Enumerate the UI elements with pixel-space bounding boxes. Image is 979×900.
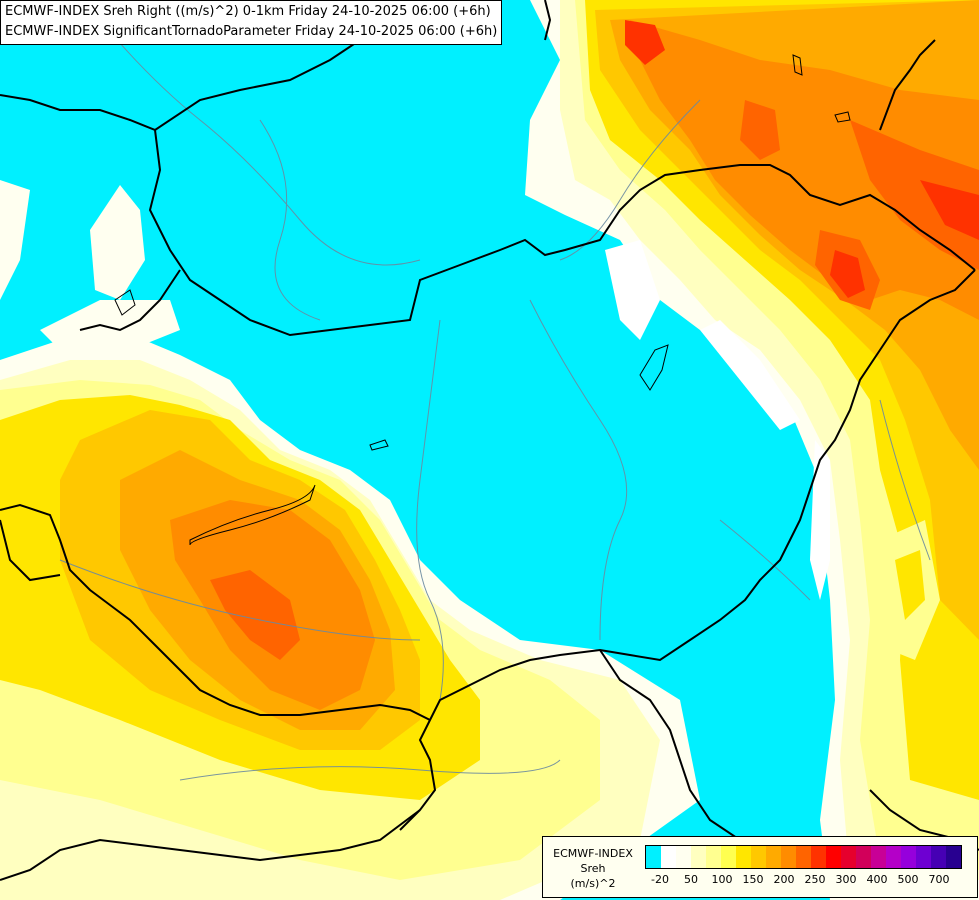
legend-swatch [826,846,841,868]
legend-swatch [721,846,736,868]
country-borders [0,0,979,881]
legend-swatch [811,846,826,868]
legend-swatch [736,846,751,868]
legend-tick: 500 [897,873,919,886]
color-legend: ECMWF-INDEX Sreh (m/s)^2 -20 50 100 150 200 2… [542,836,978,898]
title-line-sreh: ECMWF-INDEX Sreh Right ((m/s)^2) 0-1km F… [5,4,491,19]
legend-swatch [871,846,886,868]
legend-swatch [931,846,946,868]
map-title-box: ECMWF-INDEX Sreh Right ((m/s)^2) 0-1km F… [0,0,503,45]
legend-tick-labels: -20 50 100 150 200 250 300 400 500 700 [645,873,975,887]
legend-swatch [781,846,796,868]
lakes [114,54,851,546]
legend-swatch [916,846,931,868]
legend-tick: -20 [651,873,669,886]
sreh-field-east [525,0,979,900]
legend-swatch [886,846,901,868]
sreh-field-southwest [0,330,700,900]
legend-swatch [706,846,721,868]
legend-unit-label: (m/s)^2 [570,877,616,890]
legend-tick: 300 [835,873,857,886]
legend-swatch [766,846,781,868]
legend-color-scale [645,845,962,869]
legend-swatch [946,846,961,868]
legend-tick: 50 [684,873,698,886]
legend-tick: 400 [866,873,888,886]
legend-model-label: ECMWF-INDEX [553,847,633,860]
legend-tick: 700 [928,873,950,886]
legend-swatch [841,846,856,868]
legend-swatch [751,846,766,868]
rivers [59,19,931,781]
legend-tick: 100 [711,873,733,886]
legend-tick: 200 [773,873,795,886]
legend-swatch [676,846,691,868]
legend-variable-label: Sreh [580,862,606,875]
legend-swatch [646,846,661,868]
title-line-stp: ECMWF-INDEX SignificantTornadoParameter … [5,24,498,39]
legend-swatch [901,846,916,868]
white-zero-band [605,240,830,600]
legend-tick: 250 [804,873,826,886]
legend-swatch [661,846,676,868]
legend-swatch [691,846,706,868]
sreh-field-west [0,180,180,350]
legend-swatch [856,846,871,868]
legend-tick: 150 [742,873,764,886]
legend-swatch [796,846,811,868]
